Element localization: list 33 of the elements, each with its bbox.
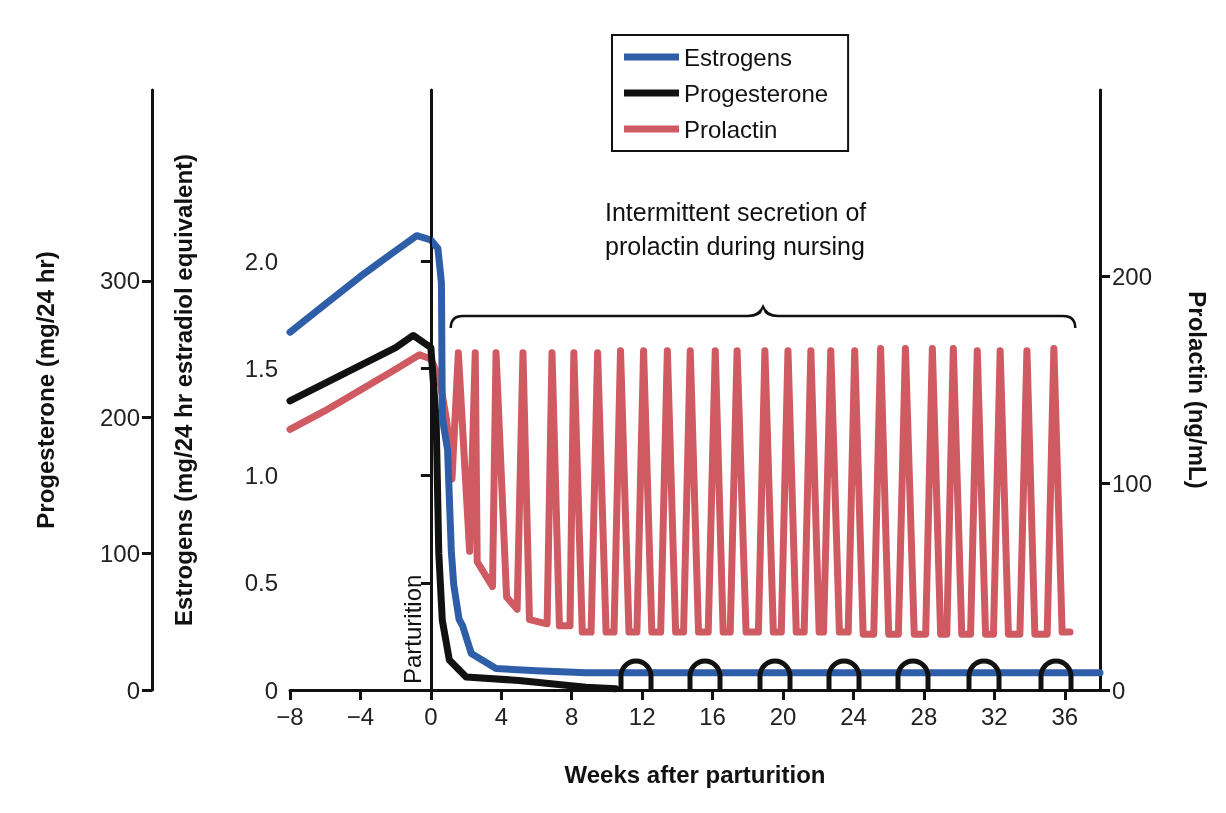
- x-tick-label: 36: [1051, 702, 1079, 730]
- x-tick-label: 8: [565, 702, 579, 730]
- x-tick-label: 16: [699, 702, 726, 730]
- x-tick-label: 4: [494, 702, 508, 730]
- y2-tick-label: 200: [1112, 262, 1153, 290]
- y-tick-label: 1.5: [244, 355, 278, 383]
- y-tick-label: 0: [264, 676, 278, 704]
- x-tick-label: −4: [346, 702, 375, 730]
- y3-tick-label: 300: [99, 267, 140, 295]
- x-tick-label: 12: [628, 702, 656, 730]
- x-tick-label: −8: [276, 702, 304, 730]
- y2-tick-label: 0: [1112, 676, 1126, 704]
- x-axis-title: Weeks after parturition: [564, 760, 826, 788]
- annotation: Intermittent secretion of prolactin during nursing: [605, 198, 874, 260]
- ref-line-label: Parturition: [399, 574, 427, 684]
- x-tick-label: 20: [769, 702, 797, 730]
- y-axis-title: Estrogens (mg/24 hr estradiol equivalent): [169, 153, 197, 627]
- y2-axis-title: Prolactin (ng/mL): [1183, 291, 1211, 489]
- x-tick-label: 28: [910, 702, 938, 730]
- y2-tick-label: 100: [1112, 469, 1153, 497]
- y3-axis-title: Progesterone (mg/24 hr): [31, 251, 59, 529]
- x-tick-label: 32: [981, 702, 1008, 730]
- legend-label: Progesterone: [684, 79, 829, 107]
- x-tick-label: 24: [840, 702, 867, 730]
- y-tick-label: 0.5: [244, 569, 278, 597]
- y-tick-label: 2.0: [244, 247, 278, 275]
- legend-label: Estrogens: [684, 43, 793, 71]
- x-tick-label: 0: [424, 702, 438, 730]
- y3-tick-label: 0: [126, 676, 140, 704]
- y-tick-label: 1.0: [244, 462, 278, 490]
- legend-label: Prolactin: [684, 115, 778, 143]
- y3-tick-label: 100: [99, 540, 140, 568]
- y3-tick-label: 200: [99, 403, 140, 431]
